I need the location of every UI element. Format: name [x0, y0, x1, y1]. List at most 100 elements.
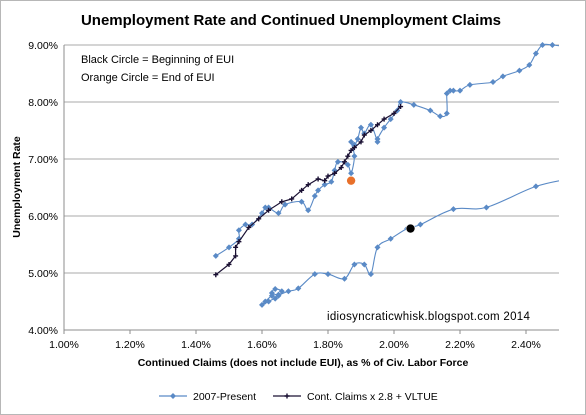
data-point [410, 101, 417, 108]
data-point [345, 153, 351, 159]
legend-marker [284, 393, 290, 399]
y-axis-label: Unemployment Rate [11, 136, 23, 238]
data-point [298, 198, 305, 205]
data-point [354, 136, 361, 143]
x-tick-label: 1.80% [313, 339, 343, 351]
data-point [447, 87, 454, 94]
data-point [367, 121, 374, 128]
data-point [213, 272, 219, 278]
data-point [262, 298, 269, 305]
data-point [358, 124, 364, 131]
data-point [381, 116, 387, 122]
data-point [272, 295, 279, 302]
data-point [334, 158, 341, 165]
y-tick-label: 9.00% [28, 40, 58, 52]
data-point [397, 99, 404, 105]
data-point [443, 110, 450, 117]
data-point [233, 244, 239, 250]
data-point [532, 50, 539, 57]
data-point [443, 90, 450, 97]
data-point [398, 104, 404, 110]
data-point [322, 178, 328, 184]
data-point [387, 116, 394, 123]
data-point [351, 145, 357, 151]
data-point [282, 201, 289, 208]
data-point [212, 252, 219, 259]
data-point [450, 87, 457, 94]
x-tick-label: 1.00% [49, 339, 79, 351]
data-point [341, 275, 348, 282]
data-point [275, 210, 282, 217]
data-point [295, 285, 302, 292]
data-point [457, 87, 463, 94]
series-layer [212, 42, 579, 308]
data-point [325, 173, 331, 179]
y-tick-label: 5.00% [28, 268, 58, 280]
data-point [259, 301, 265, 308]
data-point [450, 206, 457, 213]
legend-marker [170, 393, 176, 399]
x-axis-label: Continued Claims (does not include EUI),… [138, 357, 469, 369]
data-point [233, 253, 239, 259]
data-point [387, 235, 394, 242]
data-point [278, 288, 285, 295]
data-point [256, 216, 262, 222]
data-point [338, 165, 344, 171]
x-tick-label: 2.20% [445, 339, 475, 351]
data-point [348, 147, 354, 153]
data-point [490, 79, 496, 86]
series-0 [259, 175, 579, 308]
legend-label: Cont. Claims x 2.8 + VLTUE [307, 391, 438, 403]
data-point [342, 159, 347, 165]
data-point [499, 73, 506, 80]
x-tick-label: 1.60% [247, 339, 277, 351]
data-point [374, 136, 381, 143]
data-point [391, 110, 397, 116]
data-point [573, 45, 579, 51]
data-point [526, 61, 533, 68]
data-point [351, 261, 358, 268]
legend: 2007-Present Cont. Claims x 2.8 + VLTUE [159, 391, 438, 403]
x-tick-label: 1.40% [181, 339, 211, 351]
data-point [285, 288, 292, 295]
data-point [226, 244, 232, 251]
y-tick-label: 8.00% [28, 97, 58, 109]
data-point [275, 292, 282, 299]
data-point [427, 107, 434, 114]
data-point [328, 178, 335, 185]
data-point [305, 182, 311, 188]
data-point [516, 67, 523, 74]
data-point [466, 81, 473, 88]
data-point [268, 292, 275, 299]
data-point [358, 139, 364, 145]
data-point [532, 183, 539, 190]
y-tick-label: 7.00% [28, 154, 58, 166]
data-point [311, 271, 318, 278]
axes: 4.00% 5.00% 6.00% 7.00% 8.00% 9.00% 1.00% 1.20%… [28, 40, 559, 351]
x-tick-label: 2.00% [379, 339, 409, 351]
data-point [321, 181, 328, 188]
x-tick-label: 2.40% [511, 339, 541, 351]
data-point [375, 122, 380, 128]
data-point [332, 170, 338, 176]
annotation-black-circle: Black Circle = Beginning of EUI [81, 54, 234, 66]
data-point [272, 285, 279, 292]
y-tick-label: 6.00% [28, 211, 58, 223]
data-point [265, 298, 272, 305]
annotation-orange-circle: Orange Circle = End of EUI [81, 72, 215, 84]
data-point [374, 244, 381, 251]
legend-label: 2007-Present [193, 391, 256, 403]
eui-begin-marker [405, 223, 416, 234]
data-point [315, 176, 321, 182]
series-line [215, 43, 559, 257]
data-point [262, 204, 269, 211]
series-line [215, 106, 402, 276]
data-point [437, 113, 444, 120]
eui-end-marker [346, 175, 356, 186]
legend-item-1: Cont. Claims x 2.8 + VLTUE [273, 391, 438, 403]
data-point [573, 175, 579, 181]
data-point [368, 128, 374, 133]
y-tick-label: 4.00% [28, 325, 58, 337]
